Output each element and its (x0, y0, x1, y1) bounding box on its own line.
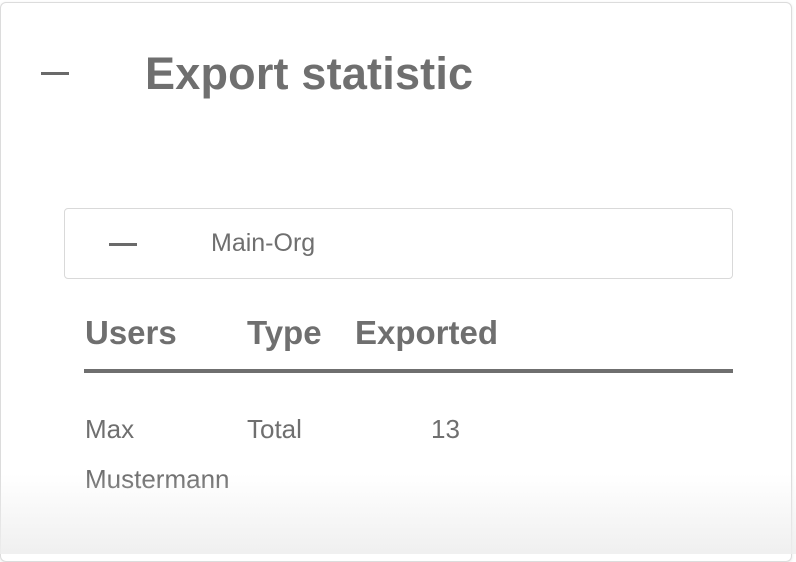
org-group-header[interactable]: Main-Org (64, 208, 733, 279)
cell-exported: 13 (431, 404, 460, 454)
minus-icon (41, 72, 69, 75)
cell-user: Max Mustermann (85, 404, 255, 504)
cell-type: Total (247, 404, 302, 454)
panel-collapse-button[interactable] (38, 60, 74, 88)
column-header-type: Type (247, 314, 322, 352)
header-divider (84, 369, 733, 373)
column-header-exported: Exported (355, 314, 498, 352)
org-name: Main-Org (211, 229, 315, 258)
column-header-users: Users (85, 314, 177, 352)
page-title: Export statistic (145, 48, 473, 100)
minus-icon[interactable] (109, 243, 137, 246)
